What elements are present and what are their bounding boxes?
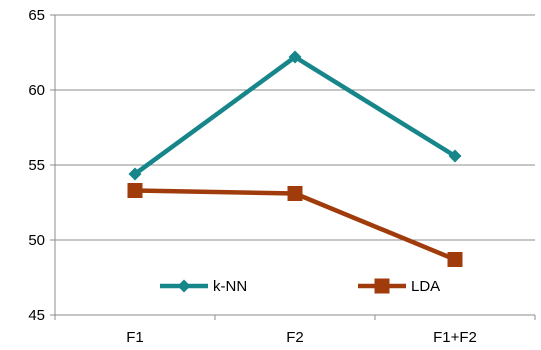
- x-tick-label: F2: [286, 329, 304, 346]
- y-tick-label: 55: [28, 157, 45, 174]
- series-group: [127, 50, 463, 267]
- y-tick-label: 60: [28, 82, 45, 99]
- data-point-k-nn: [288, 50, 302, 64]
- legend: k-NN LDA: [160, 278, 440, 295]
- series-line-k-nn: [133, 54, 457, 176]
- data-point-k-nn: [448, 149, 462, 163]
- data-point-lda: [287, 186, 303, 201]
- legend-marker: [374, 278, 390, 294]
- legend-label: LDA: [411, 278, 440, 295]
- y-tick-label: 50: [28, 232, 45, 249]
- data-point-lda: [127, 183, 143, 198]
- y-tick-label: 65: [28, 7, 45, 24]
- data-point-lda: [447, 252, 463, 267]
- data-point-k-nn: [128, 167, 142, 181]
- y-tick-label: 45: [28, 307, 45, 324]
- x-tick-labels: F1 F2 F1+F2: [126, 329, 477, 346]
- legend-label: k-NN: [213, 278, 247, 295]
- legend-marker: [177, 279, 191, 293]
- x-tick-label: F1: [126, 329, 144, 346]
- axes: [50, 14, 536, 320]
- x-tick-label: F1+F2: [433, 329, 477, 346]
- gridlines: [55, 14, 535, 241]
- y-tick-labels: 45 50 55 60 65: [28, 7, 45, 324]
